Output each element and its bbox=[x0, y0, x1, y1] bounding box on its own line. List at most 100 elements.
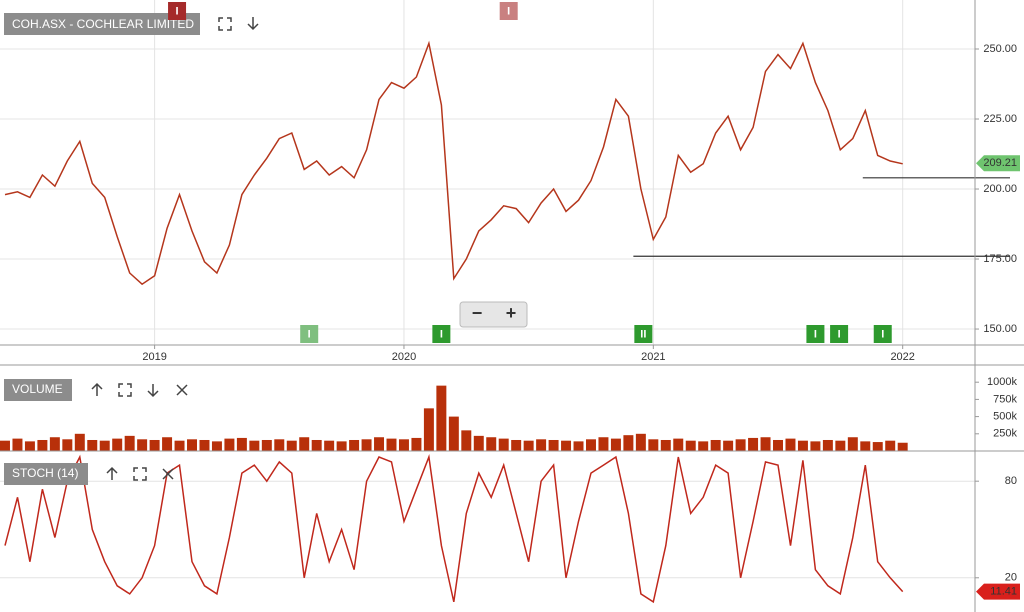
volume-bar bbox=[473, 435, 484, 451]
title-box bbox=[4, 13, 200, 35]
volume-bar bbox=[87, 439, 98, 451]
volume-bar bbox=[723, 440, 734, 451]
volume-bar bbox=[685, 440, 696, 451]
volume-bar bbox=[585, 439, 596, 451]
zoom-in-button[interactable]: + bbox=[506, 303, 517, 323]
volume-bar bbox=[149, 439, 160, 451]
last-price-label: 209.21 bbox=[983, 157, 1017, 169]
volume-bar bbox=[810, 441, 821, 451]
volume-bar bbox=[162, 437, 173, 451]
volume-bar bbox=[0, 440, 10, 451]
series-line bbox=[4, 454, 904, 604]
down-icon[interactable] bbox=[147, 384, 159, 398]
panel-title: STOCH (14) bbox=[12, 466, 78, 480]
zoom-out-button[interactable]: − bbox=[472, 303, 483, 323]
y-tick-label: 20 bbox=[1005, 572, 1017, 584]
volume-bar bbox=[199, 439, 210, 451]
volume-bar bbox=[885, 440, 896, 451]
expand-icon[interactable] bbox=[218, 17, 232, 31]
volume-bar bbox=[760, 437, 771, 451]
signal-badge bbox=[806, 325, 825, 343]
signal-badge bbox=[873, 325, 892, 343]
signal-badge bbox=[499, 2, 518, 20]
grid-layer bbox=[0, 0, 979, 579]
volume-bar bbox=[698, 441, 709, 451]
x-tick-label: 2020 bbox=[392, 351, 416, 363]
volume-bar bbox=[249, 440, 260, 451]
signal-label: I bbox=[838, 328, 841, 340]
volume-bar bbox=[261, 439, 272, 451]
close-icon[interactable] bbox=[176, 384, 188, 396]
volume-bar bbox=[137, 439, 148, 451]
signal-label: I bbox=[881, 328, 884, 340]
y-tick-label: 250.00 bbox=[983, 43, 1017, 55]
signal-label: I bbox=[440, 328, 443, 340]
expand-icon[interactable] bbox=[118, 383, 132, 397]
volume-bar bbox=[847, 437, 858, 451]
up-icon[interactable] bbox=[106, 466, 118, 480]
volume-bar bbox=[598, 437, 609, 451]
volume-bar bbox=[660, 439, 671, 451]
close-icon[interactable] bbox=[162, 468, 174, 480]
y-tick-label: 750k bbox=[993, 393, 1017, 405]
volume-bar bbox=[49, 437, 60, 451]
signal-label: I bbox=[176, 5, 179, 17]
volume-bar bbox=[835, 440, 846, 451]
last-value-tag bbox=[976, 583, 1020, 600]
volume-bar bbox=[797, 440, 808, 451]
volume-bar bbox=[187, 439, 197, 451]
y-tick-label: 250k bbox=[993, 428, 1017, 440]
volume-bar bbox=[99, 440, 110, 451]
volume-bar bbox=[24, 441, 35, 451]
volume-bar bbox=[374, 437, 385, 451]
chart-title: COH.ASX - COCHLEAR LIMITED bbox=[12, 17, 194, 31]
expand-icon[interactable] bbox=[133, 467, 147, 481]
ui-layer: COH.ASX - COCHLEAR LIMITED VOLUME STOCH … bbox=[4, 2, 1020, 600]
volume-bar bbox=[872, 442, 883, 451]
volume-bar bbox=[735, 439, 746, 451]
up-icon[interactable] bbox=[91, 382, 103, 396]
signal-label: I bbox=[507, 5, 510, 17]
volume-bar bbox=[710, 439, 721, 451]
signal-badge bbox=[432, 325, 451, 343]
volume-bar bbox=[561, 440, 572, 451]
panel-title: VOLUME bbox=[12, 382, 63, 396]
volume-bar bbox=[673, 438, 684, 451]
volume-bar bbox=[236, 437, 247, 451]
volume-bar bbox=[411, 437, 422, 451]
volume-bar bbox=[448, 416, 459, 451]
volume-bar bbox=[748, 437, 759, 451]
volume-bar bbox=[286, 440, 297, 451]
x-tick-label: 2022 bbox=[890, 351, 914, 363]
signal-badge bbox=[634, 325, 653, 343]
panel-tools[interactable] bbox=[106, 466, 174, 481]
volume-bar bbox=[635, 433, 646, 451]
x-tick-label: 2019 bbox=[142, 351, 166, 363]
volume-bar bbox=[74, 433, 85, 451]
volume-bar bbox=[498, 438, 509, 451]
volume-bar bbox=[773, 439, 783, 451]
zoom-controls bbox=[459, 301, 528, 328]
down-icon[interactable] bbox=[247, 17, 259, 31]
volume-bar bbox=[174, 440, 185, 451]
volume-bar bbox=[573, 441, 584, 451]
volume-bar bbox=[112, 438, 123, 451]
volume-bar bbox=[12, 438, 23, 451]
volume-bar bbox=[349, 439, 360, 451]
x-tick-label: 2021 bbox=[641, 351, 665, 363]
panel-tools[interactable] bbox=[91, 382, 188, 398]
last-price-tag bbox=[976, 155, 1020, 172]
title-box bbox=[4, 379, 72, 401]
signal-label: I bbox=[814, 328, 817, 340]
y-tick-label: 80 bbox=[1005, 475, 1017, 487]
volume-bar bbox=[610, 438, 621, 451]
volume-bar bbox=[336, 441, 347, 451]
volume-bar bbox=[224, 438, 235, 451]
y-tick-label: 500k bbox=[993, 411, 1017, 423]
series-line bbox=[4, 40, 903, 286]
volume-bar bbox=[523, 440, 534, 451]
volume-bar bbox=[423, 408, 434, 451]
panel-tools[interactable] bbox=[218, 17, 259, 31]
volume-bar bbox=[211, 441, 222, 451]
